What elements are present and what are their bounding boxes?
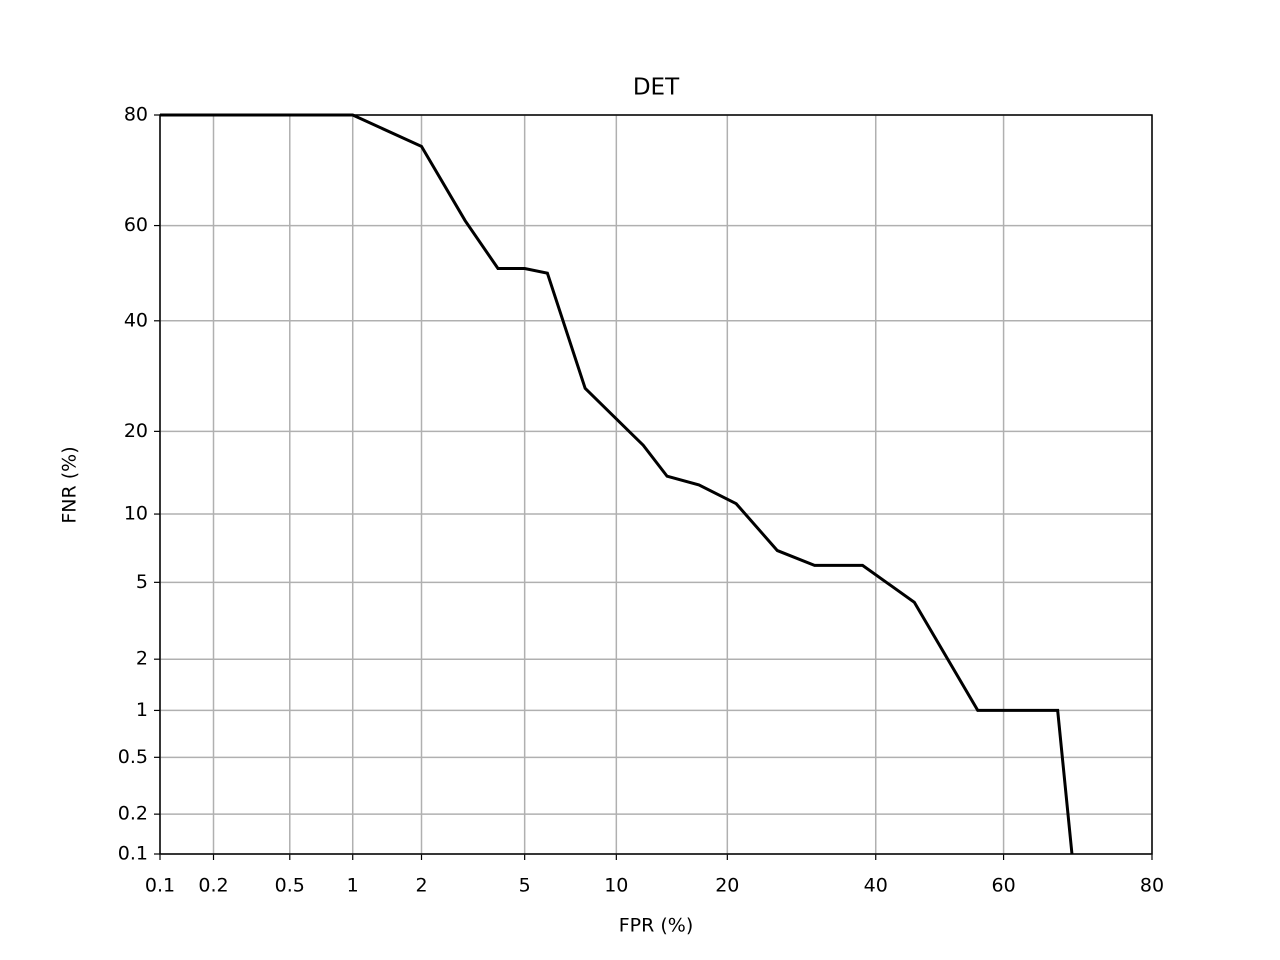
x-tick-label: 20: [715, 875, 739, 897]
x-tick-label: 0.2: [198, 875, 228, 897]
data-line: [160, 113, 1074, 855]
x-tick-label: 0.1: [145, 875, 175, 897]
y-tick-label: 0.5: [118, 746, 148, 768]
x-tick-label: 60: [991, 875, 1015, 897]
chart-title: DET: [633, 75, 680, 101]
x-tick-label: 80: [1140, 875, 1164, 897]
y-tick-label: 0.1: [118, 843, 148, 865]
y-tick-label: 5: [136, 571, 148, 593]
y-axis-label: FNR (%): [59, 446, 81, 523]
x-tick-label: 40: [864, 875, 888, 897]
x-tick-label: 10: [604, 875, 628, 897]
x-tick-label: 0.5: [275, 875, 305, 897]
y-tick-label: 60: [124, 214, 148, 236]
y-tick-label: 10: [124, 503, 148, 525]
x-axis-label: FPR (%): [619, 915, 694, 937]
x-tick-label: 1: [347, 875, 359, 897]
y-tick-label: 20: [124, 420, 148, 442]
y-tick-label: 1: [136, 699, 148, 721]
y-tick-label: 80: [124, 104, 148, 126]
y-tick-label: 2: [136, 648, 148, 670]
y-tick-label: 0.2: [118, 803, 148, 825]
plot-frame: [159, 114, 1153, 855]
y-tick-label: 40: [124, 309, 148, 331]
x-tick-label: 5: [519, 875, 531, 897]
x-tick-label: 2: [415, 875, 427, 897]
